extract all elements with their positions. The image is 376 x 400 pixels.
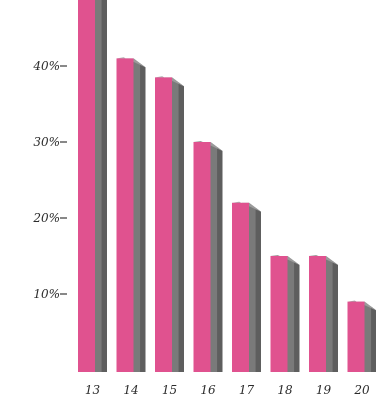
bar-side-shade-15 xyxy=(178,82,184,372)
y-axis: 10% 20% 30% 40% xyxy=(32,59,67,301)
x-tick-label-14: 14 xyxy=(123,383,138,397)
x-axis: 13 14 15 16 17 18 19 20 xyxy=(85,383,370,397)
x-tick-label-16: 16 xyxy=(200,383,216,397)
bar-20 xyxy=(347,301,365,372)
bar-14 xyxy=(116,58,134,373)
x-tick-label-13: 13 xyxy=(85,383,101,397)
bar-13 xyxy=(78,0,95,373)
y-tick-label-10pct: 10% xyxy=(33,287,60,301)
bar-18 xyxy=(270,256,288,372)
bar-15 xyxy=(155,77,172,373)
x-tick-label-18: 18 xyxy=(277,383,293,397)
y-tick-label-40pct: 40% xyxy=(32,59,60,73)
bar-side-shade-20 xyxy=(371,306,376,372)
bars xyxy=(78,0,376,373)
bar-side-shade-13 xyxy=(101,0,107,372)
bar-19 xyxy=(309,256,326,372)
y-tick-label-30pct: 30% xyxy=(33,135,60,149)
x-tick-label-20: 20 xyxy=(353,383,370,397)
bar-side-shade-19 xyxy=(332,260,338,372)
x-tick-label-17: 17 xyxy=(239,383,255,397)
bar-side-shade-16 xyxy=(217,146,223,372)
y-tick-label-20pct: 20% xyxy=(32,211,60,225)
bar-17 xyxy=(232,202,249,372)
bar-side-shade-18 xyxy=(294,260,300,372)
bar-side-shade-17 xyxy=(255,207,261,372)
bar-side-shade-14 xyxy=(140,63,146,372)
x-tick-label-19: 19 xyxy=(316,383,332,397)
bar-16 xyxy=(193,142,211,372)
x-tick-label-15: 15 xyxy=(162,383,177,397)
